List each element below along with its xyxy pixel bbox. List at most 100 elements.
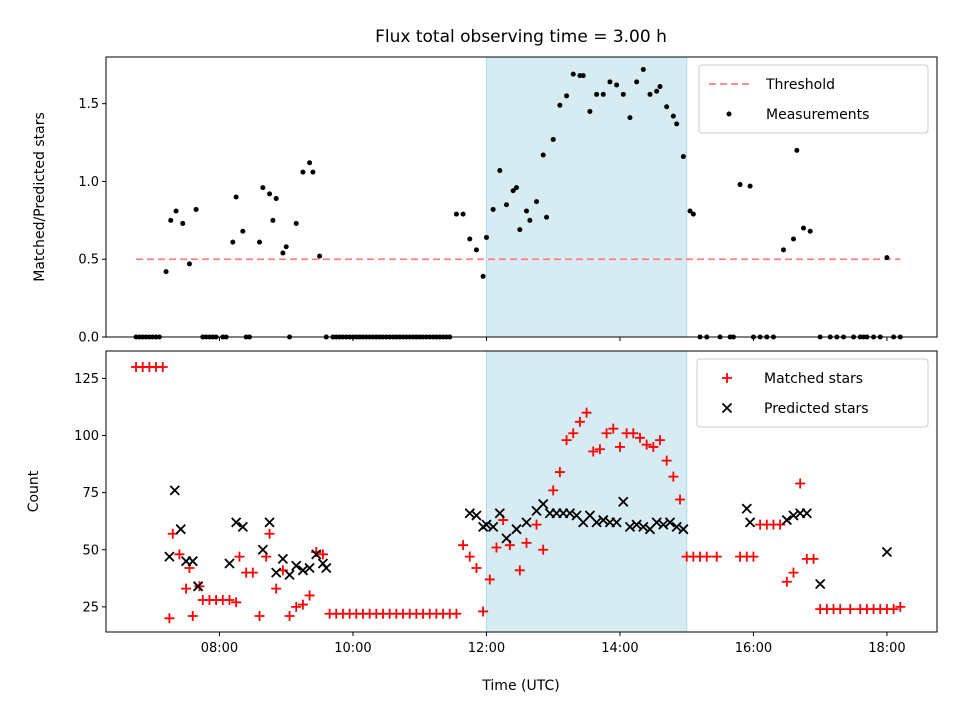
measurement-point: [310, 169, 316, 175]
measurement-point: [257, 239, 263, 245]
measurement-point: [186, 261, 192, 267]
predicted-star-point: [164, 551, 175, 562]
measurement-point: [614, 82, 620, 88]
measurement-point: [490, 206, 496, 212]
matched-star-point: [655, 435, 665, 446]
measurement-point: [550, 136, 556, 142]
predicted-star-point: [664, 517, 676, 528]
predicted-star-point: [264, 517, 275, 528]
matched-star-point: [194, 581, 205, 592]
predicted-star-point: [511, 524, 522, 535]
measurement-point: [737, 182, 743, 188]
matched-star-point: [608, 423, 619, 434]
predicted-star-point: [564, 508, 576, 519]
measurement-point: [240, 228, 246, 234]
measurement-point: [794, 147, 800, 153]
x-axis-label: Time (UTC): [481, 678, 559, 694]
matched-star-point: [297, 599, 308, 610]
matched-star-point: [514, 565, 525, 576]
matched-star-point: [581, 407, 592, 418]
matched-star-point: [594, 444, 605, 455]
matched-star-point: [538, 544, 549, 555]
x-tick-label: 10:00: [334, 641, 371, 656]
predicted-star-point: [257, 544, 268, 555]
matched-star-point: [521, 537, 532, 548]
y-tick-label: 50: [82, 543, 99, 558]
matched-star-point: [284, 611, 295, 622]
predicted-star-point: [192, 581, 204, 592]
predicted-star-point: [618, 496, 629, 507]
matched-star-point: [531, 519, 542, 530]
measurement-point: [260, 185, 266, 191]
ratio-panel: 0.0 0.5 1.0 1.5 Matched/Predicted stars Thres…: [32, 56, 938, 346]
matched-star-point: [164, 613, 175, 624]
measurement-point: [594, 91, 600, 97]
matched-star-point: [174, 549, 185, 560]
legend: Matched stars Predicted stars: [696, 358, 929, 428]
predicted-star-point: [284, 569, 295, 581]
measurement-point: [620, 91, 626, 97]
matched-star-point: [317, 549, 328, 560]
measurement-point: [173, 208, 179, 214]
measurement-point: [780, 247, 786, 253]
measurement-point: [544, 214, 550, 220]
predicted-star-point: [471, 510, 482, 521]
x-tick-label: 14:00: [601, 641, 638, 656]
matched-star-point: [484, 574, 495, 585]
measurement-point: [467, 236, 473, 242]
predicted-star-point: [231, 517, 242, 528]
predicted-star-point: [224, 558, 235, 569]
predicted-star-point: [671, 521, 682, 533]
matched-star-point: [648, 441, 659, 452]
highlight-band: [485, 350, 688, 633]
measurement-point: [453, 211, 459, 217]
measurement-point: [801, 225, 807, 231]
measurement-point: [664, 104, 670, 110]
x-tick-label: 12:00: [468, 641, 505, 656]
measurement-point: [233, 194, 239, 200]
predicted-star-point: [494, 508, 505, 519]
measurement-point: [293, 220, 299, 226]
matched-star-point: [561, 435, 572, 446]
matched-star-point: [661, 455, 672, 466]
predicted-star-point: [487, 521, 499, 533]
predicted-star-point: [175, 524, 186, 535]
legend-swatch: [721, 402, 733, 414]
measurement-point: [483, 234, 489, 240]
matched-star-point: [247, 567, 258, 578]
predicted-star-point: [598, 514, 609, 526]
measurement-point: [460, 211, 466, 217]
y-tick-label: 1.5: [78, 97, 99, 112]
measurement-point: [627, 115, 633, 121]
matched-star-point: [641, 439, 652, 450]
matched-star-point: [808, 553, 819, 564]
predicted-star-point: [277, 553, 289, 565]
matched-star-point: [835, 604, 846, 615]
measurement-point: [564, 93, 570, 99]
matched-star-point: [701, 551, 712, 562]
matched-star-point: [157, 361, 168, 372]
count-panel: 25 50 75 100 125 08:00 10:00 12:00 14:00 16:00 18:…: [26, 350, 938, 656]
matched-star-point: [748, 551, 759, 562]
predicted-star-point: [801, 508, 812, 519]
measurement-point: [540, 152, 546, 158]
y-axis-label: Count: [26, 470, 42, 512]
matched-star-point: [775, 519, 786, 530]
predicted-star-point: [678, 524, 689, 535]
legend-swatch: [726, 111, 732, 117]
predicted-star-point: [638, 521, 649, 533]
matched-star-point: [254, 611, 265, 622]
predicted-star-point: [881, 546, 893, 558]
measurement-point: [674, 121, 680, 127]
x-tick-label: 16:00: [735, 641, 772, 656]
matched-star-point: [588, 446, 599, 457]
legend-label: Predicted stars: [764, 401, 869, 417]
measurement-point: [270, 217, 276, 223]
x-tick-label: 18:00: [868, 641, 905, 656]
predicted-star-point: [538, 498, 549, 510]
measurement-point: [180, 220, 186, 226]
measurement-point: [670, 113, 676, 119]
measurement-point: [273, 196, 279, 202]
legend-box: [696, 358, 929, 428]
measurement-point: [657, 84, 663, 90]
